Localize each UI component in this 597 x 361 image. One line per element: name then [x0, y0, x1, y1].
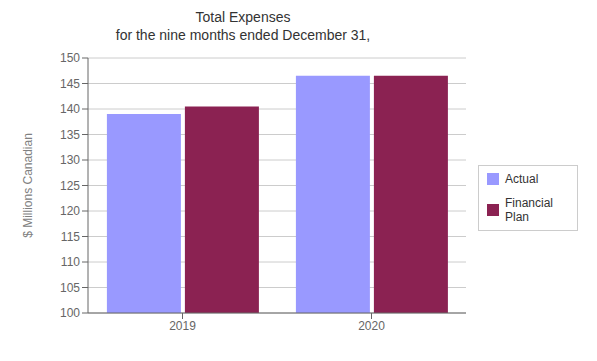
svg-text:2019: 2019: [169, 319, 196, 333]
svg-text:130: 130: [60, 153, 80, 167]
svg-text:120: 120: [60, 204, 80, 218]
svg-text:145: 145: [60, 77, 80, 91]
svg-text:$ Millions Canadian: $ Millions Canadian: [21, 133, 35, 238]
svg-text:2020: 2020: [358, 319, 385, 333]
html-text:Plan: Plan: [505, 210, 529, 224]
html-text:Actual: Actual: [505, 172, 539, 186]
svg-text:125: 125: [60, 179, 80, 193]
svg-text:105: 105: [60, 281, 80, 295]
svg-text:115: 115: [61, 230, 80, 244]
svg-text:100: 100: [60, 306, 80, 320]
svg-text:150: 150: [60, 51, 80, 65]
svg-text:135: 135: [60, 128, 80, 142]
svg-text:110: 110: [61, 255, 80, 269]
html-text:for the nine months ended Dece: for the nine months ended December 31,: [115, 27, 371, 43]
html-text:Financial: Financial: [505, 196, 553, 210]
svg-text:140: 140: [60, 102, 80, 116]
html-text:Total Expenses: Total Expenses: [195, 9, 291, 25]
